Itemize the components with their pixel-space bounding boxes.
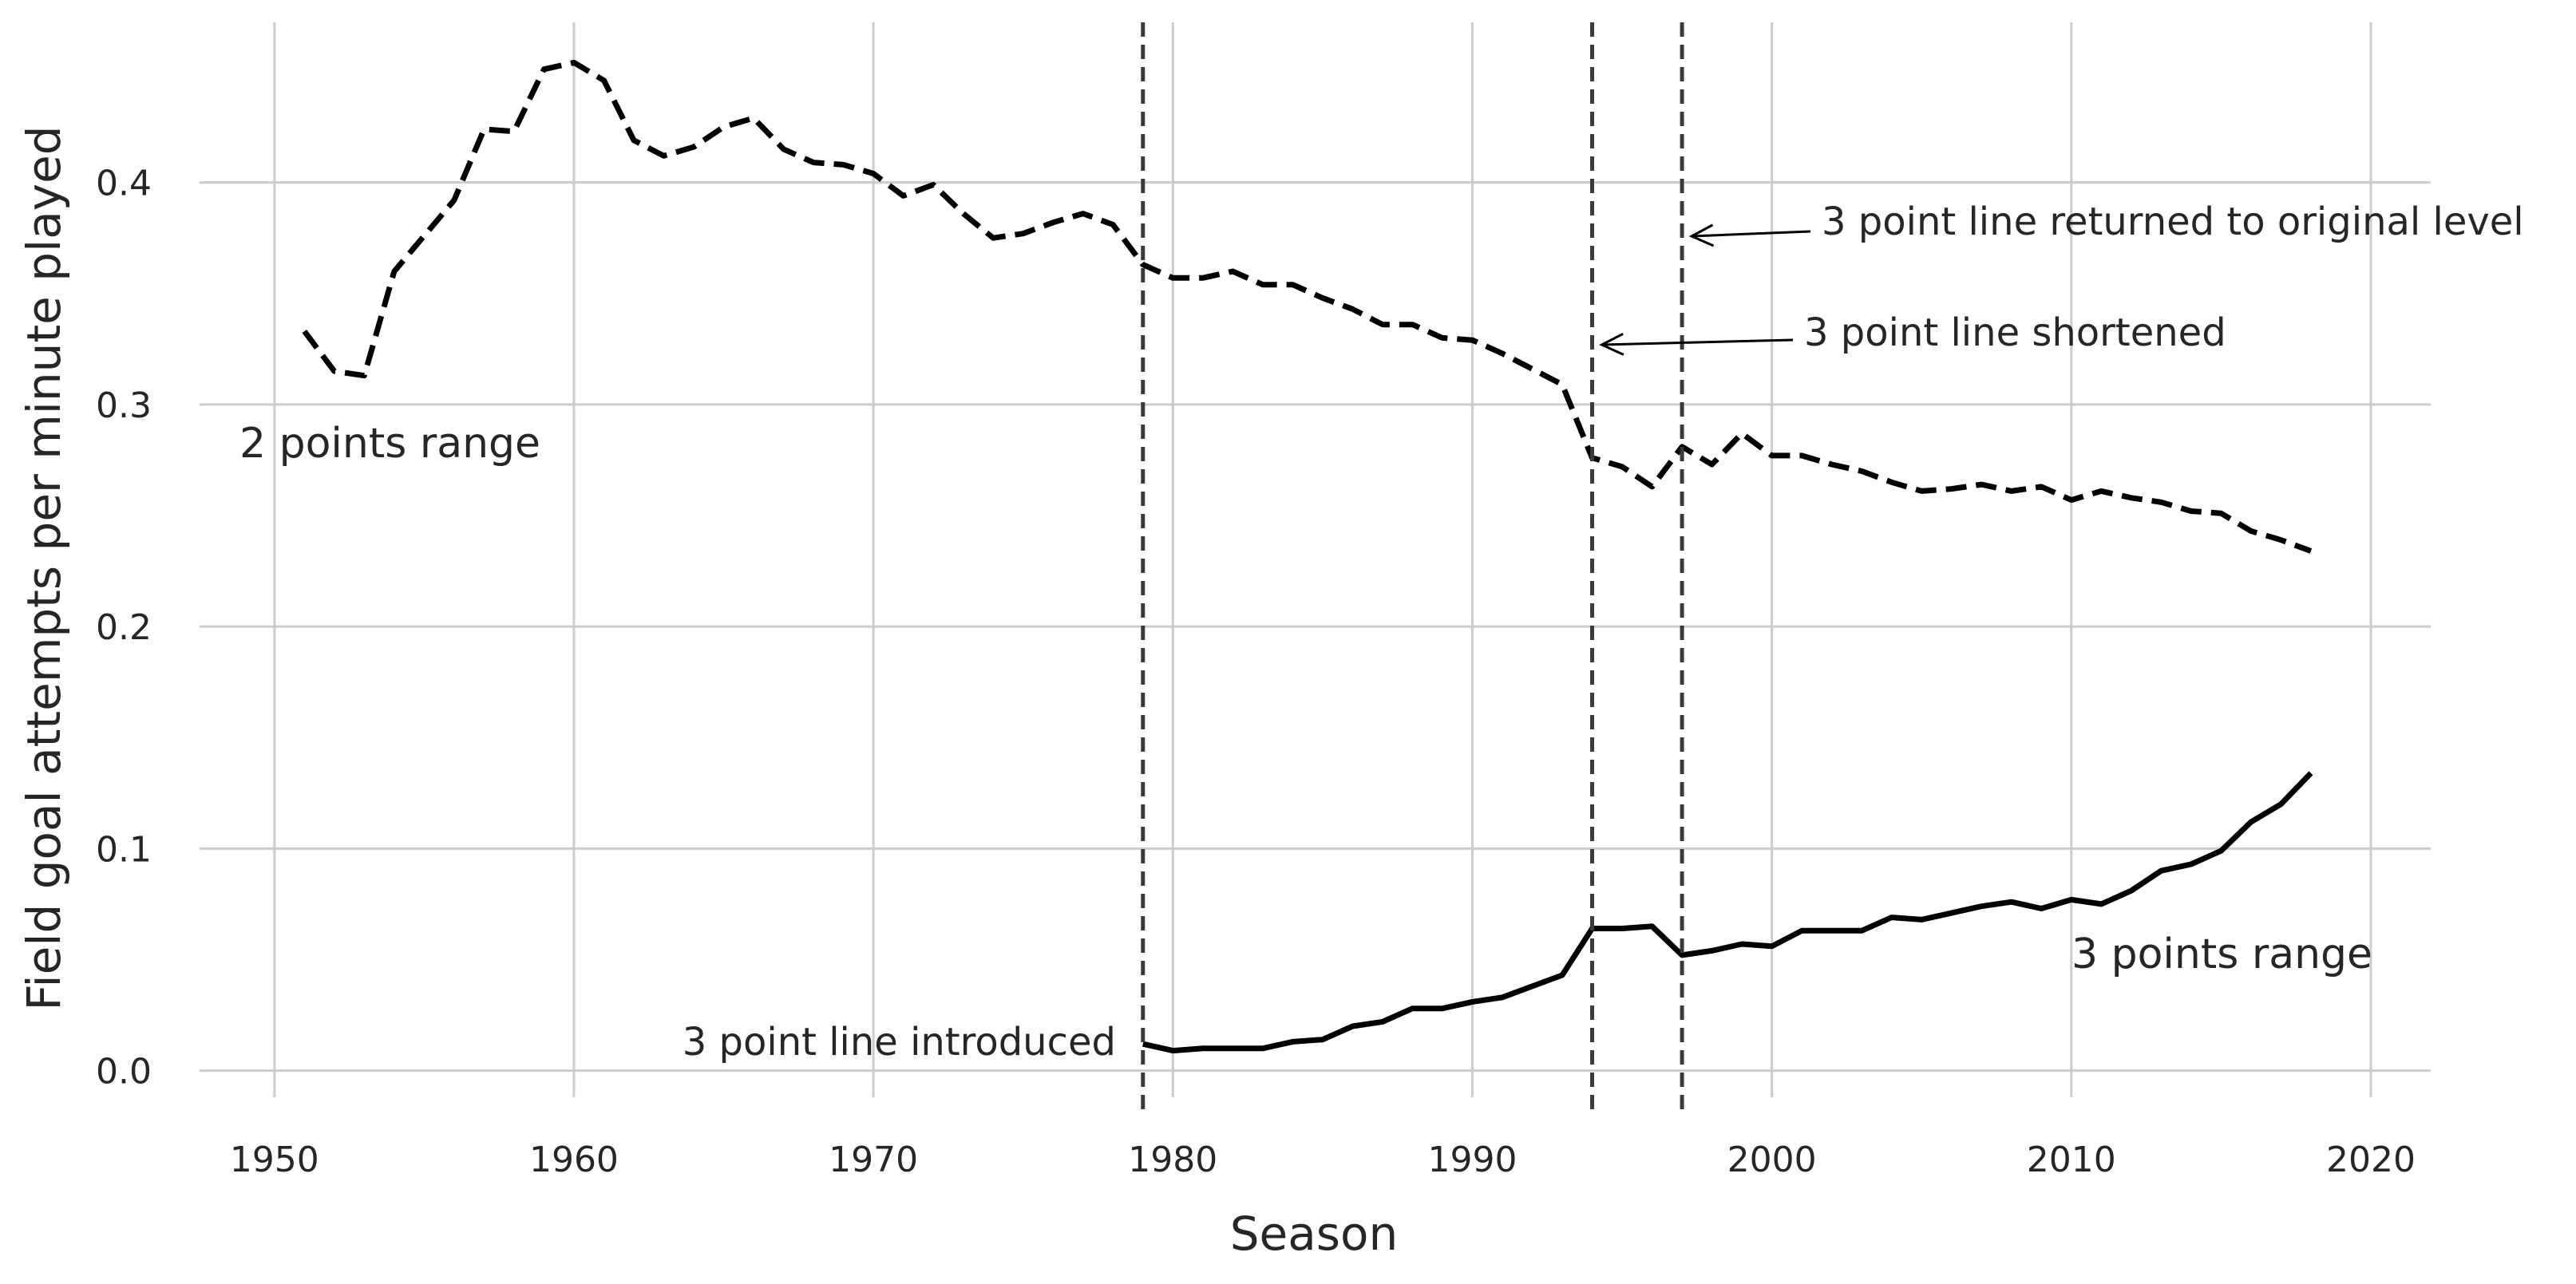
label-two-points-range: 2 points range — [239, 420, 540, 468]
annotation-arrows — [1599, 223, 1811, 356]
annotation-line-shortened: 3 point line shortened — [1804, 310, 2226, 355]
y-gridlines — [200, 181, 2431, 1073]
y-tick-labels: 0.0 0.1 0.2 0.3 0.4 — [96, 164, 152, 1092]
series-line-two-points — [302, 59, 2313, 554]
arrow-line-shortened — [1601, 338, 1794, 346]
arrow-line-returned-head — [1688, 223, 1715, 247]
x-tick-label: 1990 — [1427, 1140, 1517, 1180]
x-tick-label: 2000 — [1727, 1140, 1817, 1180]
arrow-line-returned — [1692, 230, 1811, 238]
arrow-line-shortened-head — [1599, 332, 1624, 356]
y-tick-label: 0.0 — [96, 1052, 152, 1092]
x-gridlines — [273, 22, 2372, 1097]
x-tick-label: 2020 — [2326, 1140, 2416, 1180]
y-tick-label: 0.4 — [96, 164, 152, 204]
annotation-line-introduced: 3 point line introduced — [683, 1020, 1116, 1065]
label-three-points-range: 3 points range — [2071, 930, 2372, 978]
x-tick-label: 2010 — [2027, 1140, 2116, 1180]
x-tick-labels: 1950 1960 1970 1980 1990 2000 2010 2020 — [230, 1140, 2416, 1180]
x-axis-title: Season — [1230, 1207, 1399, 1261]
x-tick-label: 1970 — [829, 1140, 918, 1180]
x-tick-label: 1950 — [230, 1140, 319, 1180]
series-line-three-points — [1142, 771, 2313, 1054]
y-tick-label: 0.1 — [96, 829, 152, 870]
y-axis-title: Field goal attempts per minute played — [17, 125, 71, 1010]
x-tick-label: 1960 — [529, 1140, 619, 1180]
x-tick-label: 1980 — [1128, 1140, 1217, 1180]
y-tick-label: 0.2 — [96, 607, 152, 648]
annotation-line-returned: 3 point line returned to original level — [1822, 200, 2524, 244]
vertical-event-lines — [1141, 22, 1684, 1109]
y-tick-label: 0.3 — [96, 385, 152, 426]
series-layer — [302, 59, 2313, 1054]
